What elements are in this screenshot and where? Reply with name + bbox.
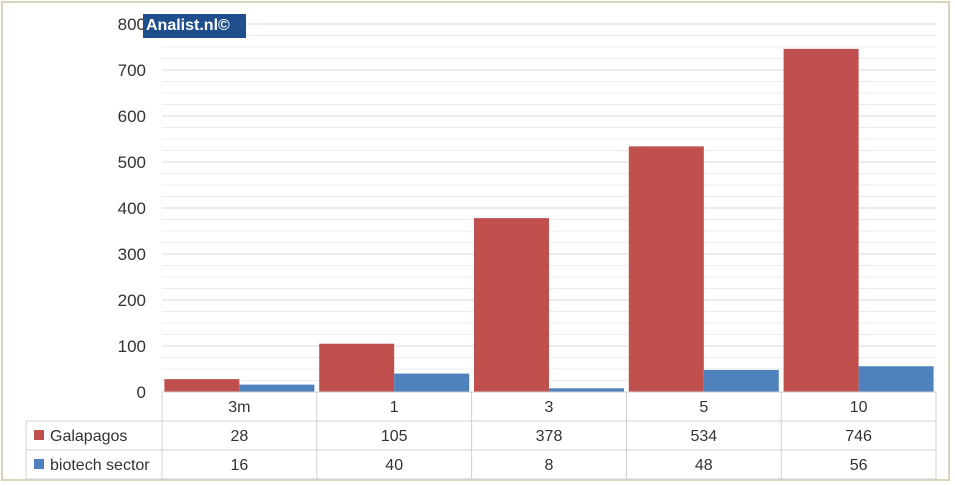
y-tick-label: 400 — [118, 199, 146, 218]
bar-biotech-sector — [858, 366, 934, 392]
bar-biotech-sector — [549, 388, 624, 392]
bar-galapagos — [783, 48, 859, 393]
y-tick-label: 100 — [118, 337, 146, 356]
legend-label: biotech sector — [50, 457, 150, 474]
y-tick-label: 0 — [137, 383, 146, 402]
bar-galapagos — [164, 379, 240, 392]
data-value-label: 746 — [845, 428, 872, 445]
x-category-label: 3 — [545, 399, 554, 416]
bar-galapagos — [628, 146, 704, 392]
data-value-label: 16 — [231, 457, 249, 474]
y-tick-label: 700 — [118, 61, 146, 80]
watermark-logo: Analist.nl© — [143, 14, 246, 38]
legend-label: Galapagos — [50, 428, 127, 445]
bar-galapagos — [319, 343, 395, 392]
bar-galapagos — [474, 218, 549, 392]
data-value-label: 8 — [545, 457, 554, 474]
data-value-label: 56 — [850, 457, 868, 474]
y-axis: 0 100 200 300 400 500 600 700 800 — [118, 15, 146, 402]
data-value-label: 40 — [385, 457, 403, 474]
y-tick-label: 300 — [118, 245, 146, 264]
y-tick-label: 800 — [118, 15, 146, 34]
y-tick-label: 500 — [118, 153, 146, 172]
x-category-label: 1 — [390, 399, 399, 416]
legend-key — [34, 430, 44, 440]
y-tick-label: 200 — [118, 291, 146, 310]
x-category-label: 5 — [699, 399, 708, 416]
legend-key — [34, 459, 44, 469]
bars — [164, 48, 934, 393]
data-value-label: 105 — [381, 428, 408, 445]
y-tick-label: 600 — [118, 107, 146, 126]
data-value-label: 534 — [690, 428, 717, 445]
data-value-label: 28 — [231, 428, 249, 445]
bar-biotech-sector — [394, 373, 470, 392]
x-category-label: 3m — [228, 399, 250, 416]
x-category-label: 10 — [850, 399, 868, 416]
data-value-label: 48 — [695, 457, 713, 474]
data-value-label: 378 — [536, 428, 563, 445]
data-table: 3m 1 3 5 10 Galapagos 28 105 378 534 746 biotech se… — [25, 391, 937, 480]
bar-biotech-sector — [239, 384, 315, 392]
bar-biotech-sector — [703, 369, 779, 392]
